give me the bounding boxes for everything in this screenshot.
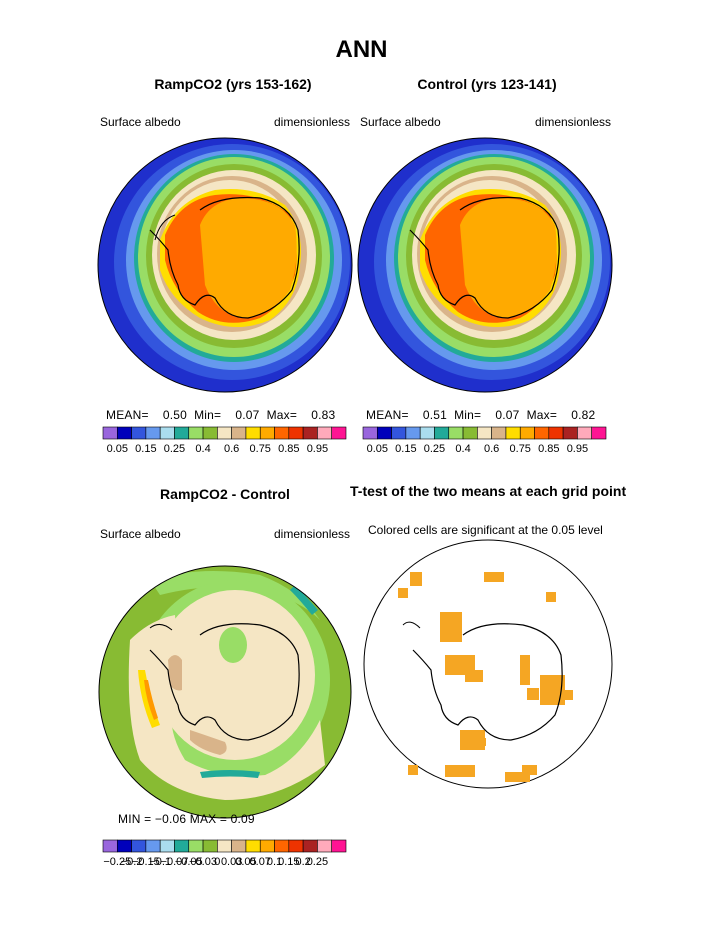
panel-title-difference: RampCO2 - Control <box>160 486 290 502</box>
colorbar-tick-label: −0.15 <box>132 856 160 868</box>
min-label: Min= <box>194 408 222 422</box>
colorbar-tick-label: 0.25 <box>307 856 328 868</box>
panel1-variable-label: Surface albedo <box>100 115 181 129</box>
colorbar-tick-label: 0.75 <box>510 443 531 455</box>
max-value: 0.83 <box>311 408 336 422</box>
colorbar-tick-label: 0.85 <box>278 443 299 455</box>
colorbar-tick-label: 0.6 <box>484 443 499 455</box>
colorbar-tick-label: 0.95 <box>567 443 588 455</box>
colorbar-tick-label: 0.85 <box>538 443 559 455</box>
max-value: 0.82 <box>571 408 596 422</box>
panel-title-rampco2: RampCO2 (yrs 153-162) <box>154 76 312 92</box>
colorbar-tick-label: −0.03 <box>189 856 217 868</box>
panel2-variable-label: Surface albedo <box>360 115 441 129</box>
panel3-variable-label: Surface albedo <box>100 527 181 541</box>
colorbar-tick-label: 0 <box>214 856 220 868</box>
colorbar-swatch <box>331 426 347 440</box>
colorbar-swatch <box>188 839 204 853</box>
colorbar-swatch <box>116 839 132 853</box>
colorbar-control: 0.05 0.15 0.25 0.4 0.6 0.75 0.85 0.95 <box>362 426 607 455</box>
difference-field <box>99 566 351 818</box>
max-label: Max= <box>526 408 558 422</box>
colorbar-tick-label: 0.25 <box>164 443 185 455</box>
colorbar-tick-label: −0.25 <box>103 856 131 868</box>
colorbar-swatch <box>145 839 161 853</box>
max-label: Max= <box>266 408 298 422</box>
colorbar-tick-label: 0.07 <box>250 856 271 868</box>
colorbar-tick-label: 0.25 <box>424 443 445 455</box>
colorbar-swatch <box>102 839 118 853</box>
mean-label: MEAN= <box>106 408 149 422</box>
colorbar-tick-label: −0.1 <box>149 856 171 868</box>
colorbar-tick-label: 0.15 <box>278 856 299 868</box>
colorbar-swatch <box>288 839 304 853</box>
significant-cells <box>398 572 573 782</box>
colorbar-tick-label: 0.4 <box>195 443 210 455</box>
colorbar-tick-label: −0.2 <box>121 856 143 868</box>
albedo-field-control <box>358 138 612 392</box>
colorbar-swatch <box>231 839 247 853</box>
colorbar-tick-label: −0.05 <box>175 856 203 868</box>
colorbar-swatch <box>131 839 147 853</box>
colorbar-tick-label: 0.05 <box>235 856 256 868</box>
panel1-units-label: dimensionless <box>274 115 351 129</box>
colorbar-swatch <box>591 426 607 440</box>
page-title: ANN <box>335 36 388 63</box>
colorbar-tick-label: 0.2 <box>295 856 310 868</box>
colorbar-swatch <box>159 839 175 853</box>
colorbar-swatch <box>245 839 261 853</box>
colorbar-swatch <box>317 839 333 853</box>
mean-value: 0.50 <box>162 408 187 422</box>
colorbar-tick-label: 0.05 <box>107 443 128 455</box>
colorbar-tick-label: 0.6 <box>224 443 239 455</box>
colorbar-swatch <box>274 839 290 853</box>
mean-label: MEAN= <box>366 408 409 422</box>
panel2-stats: MEAN= 0.51 Min= 0.07 Max= 0.82 <box>366 408 595 422</box>
colorbar-swatch <box>259 839 275 853</box>
min-label: Min= <box>454 408 482 422</box>
colorbar-tick-label: 0.1 <box>267 856 282 868</box>
colorbar-swatch <box>217 839 232 853</box>
colorbar-tick-label: 0.4 <box>455 443 470 455</box>
colorbar-tick-label: 0.15 <box>395 443 416 455</box>
mean-value: 0.51 <box>422 408 447 422</box>
panel3-units-label: dimensionless <box>274 527 351 541</box>
min-value: 0.07 <box>235 408 260 422</box>
colorbar-tick-label: −0.07 <box>161 856 189 868</box>
ttest-subtitle: Colored cells are significant at the 0.0… <box>368 523 603 537</box>
colorbar-swatch <box>202 839 218 853</box>
colorbar-tick-label: 0.75 <box>250 443 271 455</box>
colorbar-difference: −0.25−0.2−0.15−0.1−0.07−0.05−0.030 0.030.… <box>102 839 347 868</box>
panel2-units-label: dimensionless <box>535 115 612 129</box>
colorbar-swatch <box>331 839 347 853</box>
colorbar-rampco2: 0.05 0.15 0.25 0.4 0.6 0.75 0.85 0.95 <box>102 426 347 455</box>
colorbar-tick-label: 0.05 <box>367 443 388 455</box>
colorbar-swatch <box>302 839 318 853</box>
colorbar-tick-label: 0.03 <box>221 856 242 868</box>
albedo-field-rampco2 <box>98 138 352 392</box>
colorbar-tick-label: 0.95 <box>307 443 328 455</box>
panel-title-control: Control (yrs 123-141) <box>417 76 557 92</box>
colorbar-tick-label: 0.15 <box>135 443 156 455</box>
panel-title-ttest: T-test of the two means at each grid poi… <box>350 483 627 499</box>
difference-stats: MIN = −0.06 MAX = 0.09 <box>118 812 255 826</box>
panel1-stats: MEAN= 0.50 Min= 0.07 Max= 0.83 <box>106 408 335 422</box>
colorbar-swatch <box>174 839 190 853</box>
min-value: 0.07 <box>495 408 520 422</box>
